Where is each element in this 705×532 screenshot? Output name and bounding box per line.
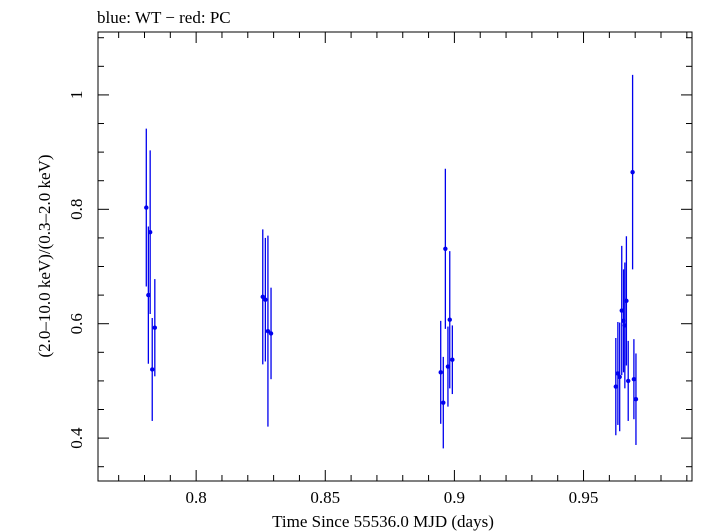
data-point [630, 169, 635, 175]
data-point [441, 400, 446, 405]
data-point [152, 325, 158, 330]
data-point [445, 364, 451, 369]
data-point [450, 357, 455, 362]
data-point [447, 317, 452, 322]
data-point [150, 367, 155, 372]
y-tick-label: 0.8 [67, 199, 86, 220]
data-points [144, 74, 639, 449]
data-point [615, 371, 621, 376]
chart-title: blue: WT − red: PC [97, 8, 231, 27]
data-point [619, 308, 624, 313]
x-tick-label: 0.8 [186, 488, 207, 507]
data-point [260, 294, 265, 300]
y-tick-label: 0.4 [67, 427, 86, 449]
plot-frame [97, 31, 693, 482]
data-point [626, 378, 631, 384]
y-tick-label: 0.6 [67, 313, 86, 334]
y-axis-label: (2.0–10.0 keV)/(0.3–2.0 keV) [35, 154, 54, 357]
x-axis-ticks: 0.8 0.85 0.9 0.95 [118, 32, 688, 507]
data-point [443, 246, 448, 251]
y-axis-ticks: 0.4 0.6 0.8 1 [67, 37, 692, 468]
x-tick-label: 0.95 [569, 488, 599, 507]
data-point [144, 205, 149, 210]
data-point [265, 328, 271, 334]
data-point [633, 397, 639, 402]
x-axis-label: Time Since 55536.0 MJD (days) [272, 512, 494, 531]
data-point [631, 376, 637, 382]
data-point [624, 298, 629, 304]
data-point [613, 384, 619, 389]
data-point [438, 370, 443, 375]
data-point [617, 374, 622, 380]
y-tick-label: 1 [67, 91, 86, 100]
data-point [146, 292, 151, 298]
data-point [263, 297, 268, 302]
x-tick-label: 0.85 [310, 488, 340, 507]
data-point [147, 229, 153, 235]
data-point [268, 331, 274, 336]
x-tick-label: 0.9 [444, 488, 465, 507]
